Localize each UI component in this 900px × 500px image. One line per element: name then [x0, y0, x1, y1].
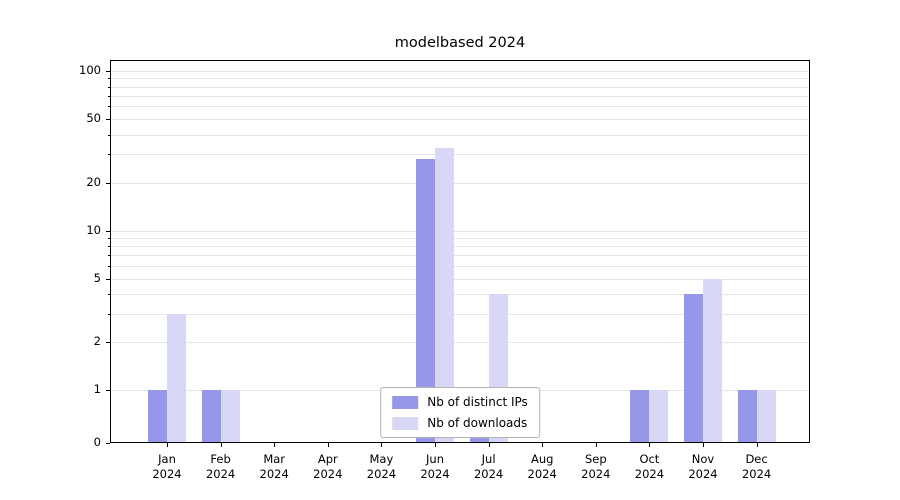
legend-label: Nb of distinct IPs: [427, 395, 528, 409]
xtick-label: Mar 2024: [259, 452, 289, 481]
xtick-label: Oct 2024: [634, 452, 665, 481]
chart-title: modelbased 2024: [394, 35, 526, 51]
xtick-label: Dec 2024: [741, 452, 772, 481]
x-axis-marks: [110, 443, 810, 447]
legend: Nb of distinct IPs Nb of downloads: [380, 387, 540, 438]
ytick-minor-mark: [108, 86, 110, 88]
legend-item: Nb of distinct IPs: [392, 395, 528, 409]
gridline: [110, 278, 810, 280]
xtick-label: Jan 2024: [152, 452, 182, 481]
ytick-label: 100: [79, 63, 101, 78]
ytick-minor-mark: [108, 313, 110, 315]
xtick-label: Aug 2024: [527, 452, 557, 481]
ytick-mark: [106, 443, 110, 444]
ytick-label: 50: [86, 111, 101, 126]
grid-layer: [110, 60, 810, 443]
ytick-minor-mark: [108, 293, 110, 295]
bar-distinct-ips: [630, 390, 650, 443]
xtick-mark: [488, 443, 490, 447]
gridline: [110, 265, 810, 267]
ytick-label: 1: [93, 381, 101, 396]
bar-distinct-ips: [684, 294, 703, 443]
legend-swatch: [392, 395, 419, 409]
plot-area: Nb of distinct IPs Nb of downloads: [110, 60, 810, 443]
gridline: [110, 95, 810, 97]
xtick-label: Feb 2024: [205, 452, 236, 481]
xtick-mark: [327, 443, 329, 447]
xtick-mark: [435, 443, 436, 447]
xtick-mark: [167, 443, 168, 447]
ytick-minor-mark: [108, 134, 110, 136]
xtick-mark: [274, 443, 276, 447]
bar-downloads: [649, 390, 669, 443]
xtick-mark: [381, 443, 383, 447]
xtick-mark: [703, 443, 704, 447]
gridline: [110, 230, 810, 232]
ytick-label: 10: [86, 222, 101, 237]
bar-downloads: [703, 278, 722, 443]
y-axis-marks: [106, 60, 110, 444]
ytick-label: 5: [93, 270, 101, 285]
bar-distinct-ips: [148, 390, 167, 443]
gridline: [110, 313, 810, 315]
gridline: [110, 154, 810, 156]
bar-downloads: [756, 390, 776, 443]
bar-distinct-ips: [201, 390, 221, 443]
gridline: [110, 78, 810, 80]
xtick-label: May 2024: [366, 452, 397, 481]
bar-downloads: [167, 313, 186, 443]
x-axis-labels: Jan 2024 Feb 2024 Mar 2024 Apr 2024 May 2024…: [110, 452, 810, 492]
legend-item: Nb of downloads: [392, 416, 528, 430]
y-axis-labels: 0 1 2 5 10 20 50 100: [0, 60, 101, 449]
ytick-minor-mark: [108, 78, 110, 80]
gridline: [110, 134, 810, 136]
ytick-mark: [106, 230, 110, 232]
ytick-mark: [106, 341, 110, 343]
ytick-minor-mark: [108, 255, 110, 257]
gridline: [110, 106, 810, 108]
ytick-minor-mark: [108, 246, 110, 247]
gridline: [110, 293, 810, 295]
ytick-minor-mark: [108, 265, 110, 267]
bar-distinct-ips: [416, 159, 435, 443]
ytick-label: 20: [86, 174, 101, 189]
bar-downloads: [220, 390, 240, 443]
ytick-minor-mark: [108, 237, 110, 239]
xtick-label: Nov 2024: [688, 452, 718, 481]
xtick-mark: [220, 443, 222, 447]
xtick-mark: [756, 443, 758, 447]
gridline: [110, 86, 810, 88]
xtick-label: Jun 2024: [420, 452, 450, 481]
gridline: [110, 246, 810, 247]
gridline: [110, 182, 810, 184]
gridline: [110, 237, 810, 239]
legend-label: Nb of downloads: [427, 416, 528, 430]
ytick-label: 2: [93, 333, 101, 348]
xtick-mark: [542, 443, 544, 447]
xtick-label: Apr 2024: [313, 452, 343, 481]
gridline: [110, 71, 810, 73]
bar-distinct-ips: [737, 390, 757, 443]
xtick-mark: [595, 443, 597, 447]
ytick-mark: [106, 71, 110, 73]
xtick-label: Sep 2024: [581, 452, 611, 481]
ytick-mark: [106, 389, 110, 391]
ytick-mark: [106, 182, 110, 184]
legend-swatch: [392, 416, 419, 430]
ytick-mark: [106, 119, 110, 121]
ytick-minor-mark: [108, 154, 110, 156]
xtick-label: Jul 2024: [473, 452, 504, 481]
gridline: [110, 341, 810, 343]
ytick-label: 0: [93, 435, 101, 449]
bars-layer: [110, 60, 810, 443]
gridline: [110, 255, 810, 257]
gridline: [110, 119, 810, 121]
xtick-mark: [649, 443, 651, 447]
ytick-minor-mark: [108, 95, 110, 97]
ytick-mark: [106, 278, 110, 280]
ytick-minor-mark: [108, 106, 110, 108]
bar-downloads: [435, 147, 454, 443]
